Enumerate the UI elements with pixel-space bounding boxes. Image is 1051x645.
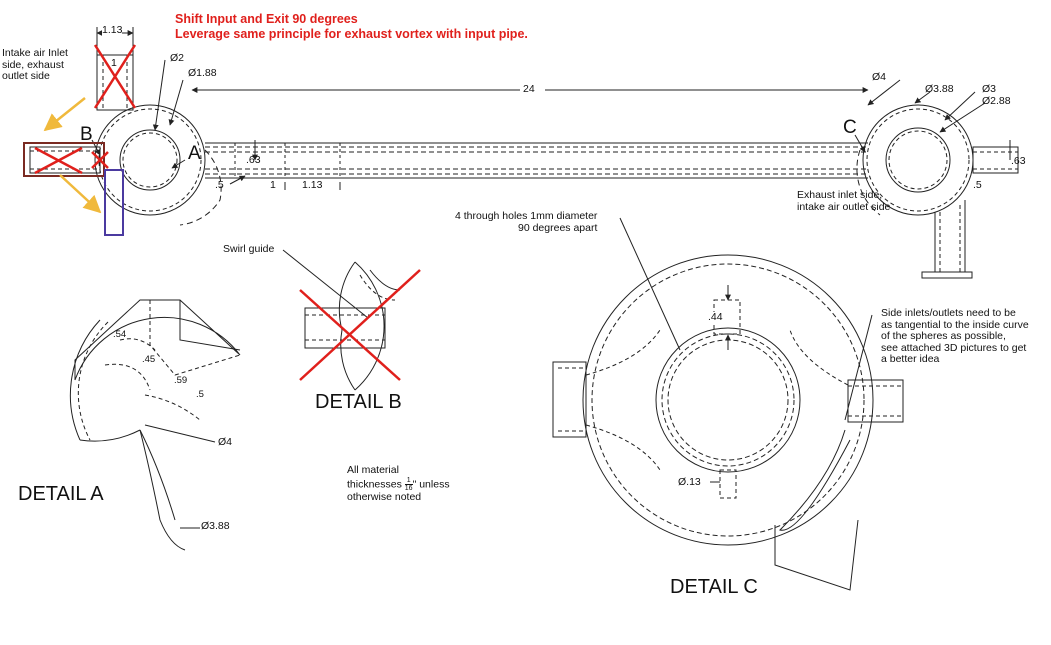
dim-d2-88-right: Ø2.88 (982, 95, 1011, 107)
swirl-guide-label: Swirl guide (223, 243, 275, 255)
detail-a-view (69, 299, 241, 551)
dim-1-box: 1 (111, 57, 117, 69)
dim-1-bottom: 1 (270, 179, 276, 191)
intake-side-label: Intake air Inlet side, exhaust outlet si… (2, 47, 68, 83)
dim-5-left: .5 (215, 179, 224, 191)
detail-a-title: DETAIL A (18, 483, 104, 505)
detail-c-dim-d13: Ø.13 (678, 476, 701, 488)
material-note: All material thicknesses 1 16 " unless oth… (347, 464, 450, 503)
detail-a-dim-45: .45 (142, 354, 156, 365)
detail-a-dim-59: .59 (174, 375, 188, 386)
dim-1-13-bottom: 1.13 (302, 179, 323, 191)
note-shift-input: Shift Input and Exit 90 degrees (175, 12, 358, 26)
callout-c: C (843, 117, 857, 138)
detail-a-dim-54: .54 (113, 329, 127, 340)
dim-63-left: .63 (246, 154, 261, 166)
side-inlets-note: Side inlets/outlets need to be as tangen… (881, 307, 1029, 366)
callout-a: A (188, 143, 201, 164)
note-leverage-principle: Leverage same principle for exhaust vort… (175, 27, 528, 41)
dim-5-right: .5 (973, 179, 982, 191)
annotation-marks (23, 97, 124, 236)
dim-d3-right: Ø3 (982, 83, 997, 95)
detail-a-dim-d3-88: Ø3.88 (201, 520, 230, 532)
detail-a-dim-5: .5 (196, 389, 204, 400)
detail-b-title: DETAIL B (315, 391, 402, 413)
main-dimension-lines (96, 27, 1011, 190)
detail-a-dim-d4: Ø4 (218, 436, 233, 448)
main-tube (205, 142, 868, 179)
left-sphere (94, 104, 222, 226)
detail-c-view (552, 217, 904, 591)
left-top-pipe (96, 54, 134, 111)
dim-1-13-top: 1.13 (102, 24, 123, 37)
dim-d2: Ø2 (170, 52, 185, 64)
right-bottom-pipe (921, 200, 973, 279)
dim-24: 24 (523, 83, 535, 96)
through-holes-note: 4 through holes 1mm diameter 90 degrees … (455, 210, 598, 234)
exhaust-side-label: Exhaust inlet side, intake air outlet si… (797, 189, 891, 213)
callout-b: B (80, 124, 93, 145)
red-cross-marks (34, 44, 421, 381)
dim-63-right: .63 (1011, 155, 1026, 167)
dim-d4-right: Ø4 (872, 71, 887, 83)
detail-c-title: DETAIL C (670, 576, 758, 598)
detail-c-dim-44: .44 (708, 311, 723, 324)
detail-b-view (282, 249, 401, 391)
dim-d1-88: Ø1.88 (188, 67, 217, 79)
material-fraction: 1 16 (404, 476, 413, 492)
dim-d3-88-right: Ø3.88 (925, 83, 954, 95)
